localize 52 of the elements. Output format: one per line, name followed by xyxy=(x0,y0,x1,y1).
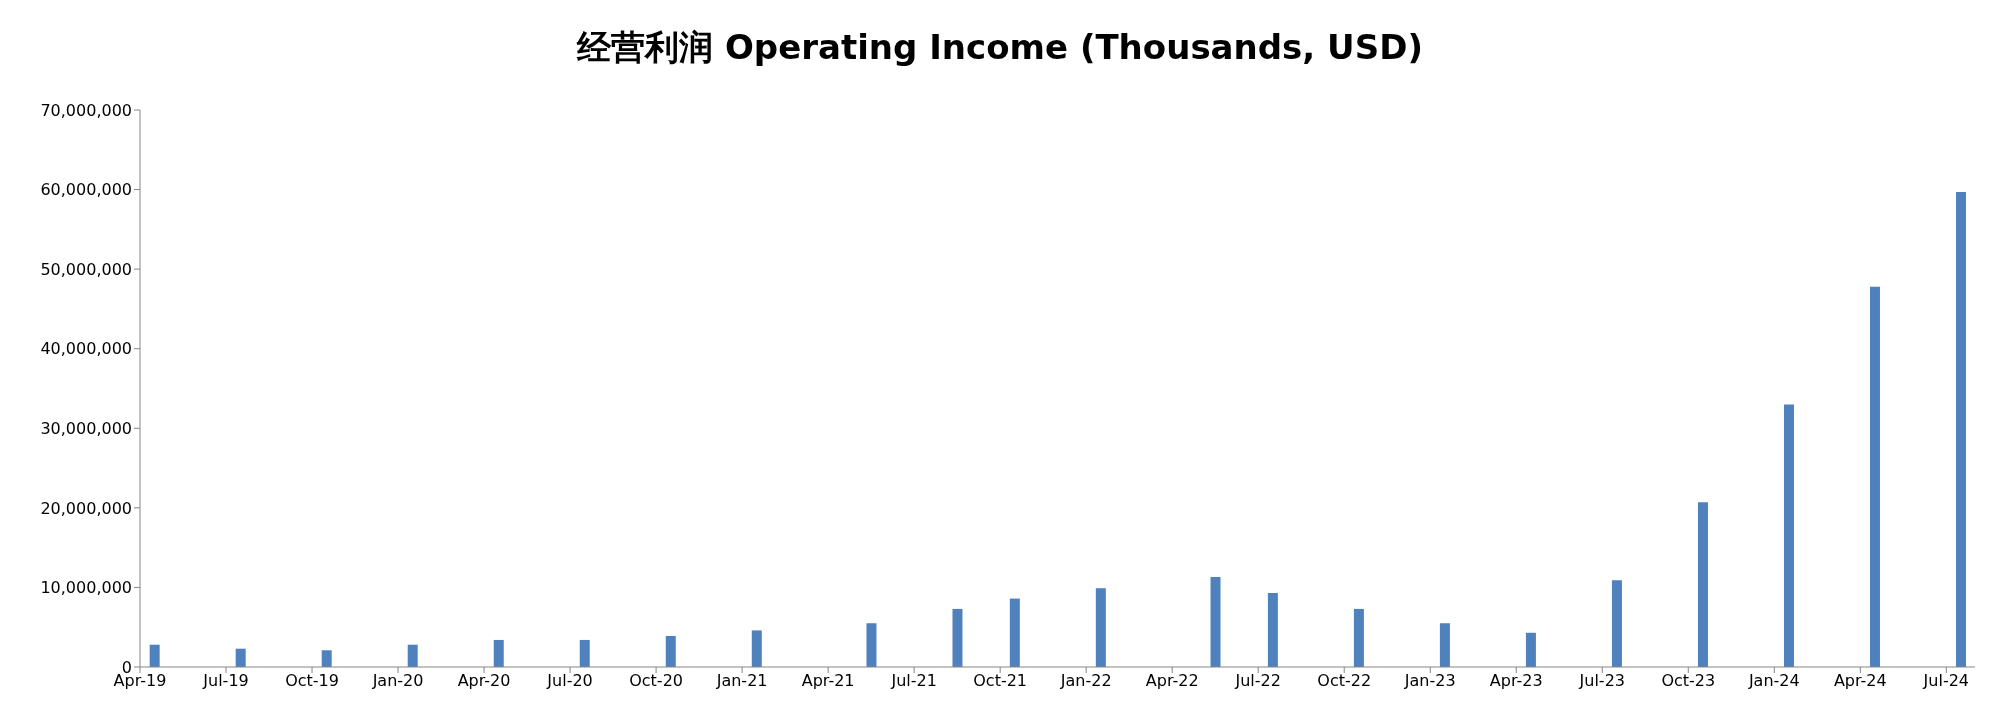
x-tick-label: Apr-20 xyxy=(457,671,511,691)
y-tick-label: 60,000,000 xyxy=(40,180,132,200)
y-tick-label: 0 xyxy=(121,657,132,677)
bar xyxy=(1611,580,1622,667)
bar xyxy=(1783,404,1794,667)
bar xyxy=(665,635,676,667)
bar xyxy=(1095,588,1106,667)
x-tick-label: Apr-24 xyxy=(1833,671,1887,691)
x-tick-label: Oct-23 xyxy=(1661,671,1716,691)
x-tick-label: Jul-19 xyxy=(202,671,249,691)
x-tick-label: Oct-21 xyxy=(973,671,1028,691)
x-tick-label: Oct-19 xyxy=(285,671,339,691)
bar xyxy=(1267,593,1278,667)
x-tick-label: Jul-22 xyxy=(1234,671,1281,691)
x-tick-label: Apr-21 xyxy=(801,671,855,691)
bar xyxy=(1009,598,1020,667)
x-tick-label: Jul-23 xyxy=(1578,671,1625,691)
bar xyxy=(235,648,246,667)
bar xyxy=(866,623,877,667)
bar xyxy=(1353,608,1364,667)
bar xyxy=(1955,191,1966,667)
bar xyxy=(321,650,332,667)
bar xyxy=(1697,502,1708,667)
x-tick-label: Jul-20 xyxy=(546,671,593,691)
bar xyxy=(1869,286,1880,667)
x-tick-label: Jan-21 xyxy=(715,671,768,691)
x-tick-label: Oct-22 xyxy=(1317,671,1372,691)
x-tick-label: Jan-23 xyxy=(1403,671,1456,691)
x-tick-label: Apr-22 xyxy=(1145,671,1199,691)
x-tick-label: Apr-23 xyxy=(1489,671,1543,691)
bar xyxy=(1525,632,1536,667)
bar xyxy=(579,639,590,667)
y-tick-label: 70,000,000 xyxy=(40,100,132,120)
y-tick-label: 10,000,000 xyxy=(40,578,132,598)
x-tick-label: Jul-24 xyxy=(1922,671,1970,691)
x-tick-label: Oct-20 xyxy=(629,671,683,691)
bar xyxy=(1439,623,1450,667)
x-tick-label: Jan-22 xyxy=(1059,671,1112,691)
y-tick-label: 30,000,000 xyxy=(40,418,132,438)
bar xyxy=(407,644,418,667)
y-tick-label: 50,000,000 xyxy=(40,259,132,279)
y-tick-label: 40,000,000 xyxy=(40,339,132,359)
bar xyxy=(751,630,762,667)
bar xyxy=(1210,577,1221,667)
y-tick-label: 20,000,000 xyxy=(40,498,132,518)
x-tick-label: Jan-20 xyxy=(371,671,424,691)
x-tick-label: Jan-24 xyxy=(1747,671,1800,691)
x-tick-label: Jul-21 xyxy=(890,671,937,691)
bar xyxy=(493,639,504,667)
chart-title: 经营利润 Operating Income (Thousands, USD) xyxy=(575,26,1424,69)
bar xyxy=(952,608,963,667)
bar xyxy=(149,644,160,667)
